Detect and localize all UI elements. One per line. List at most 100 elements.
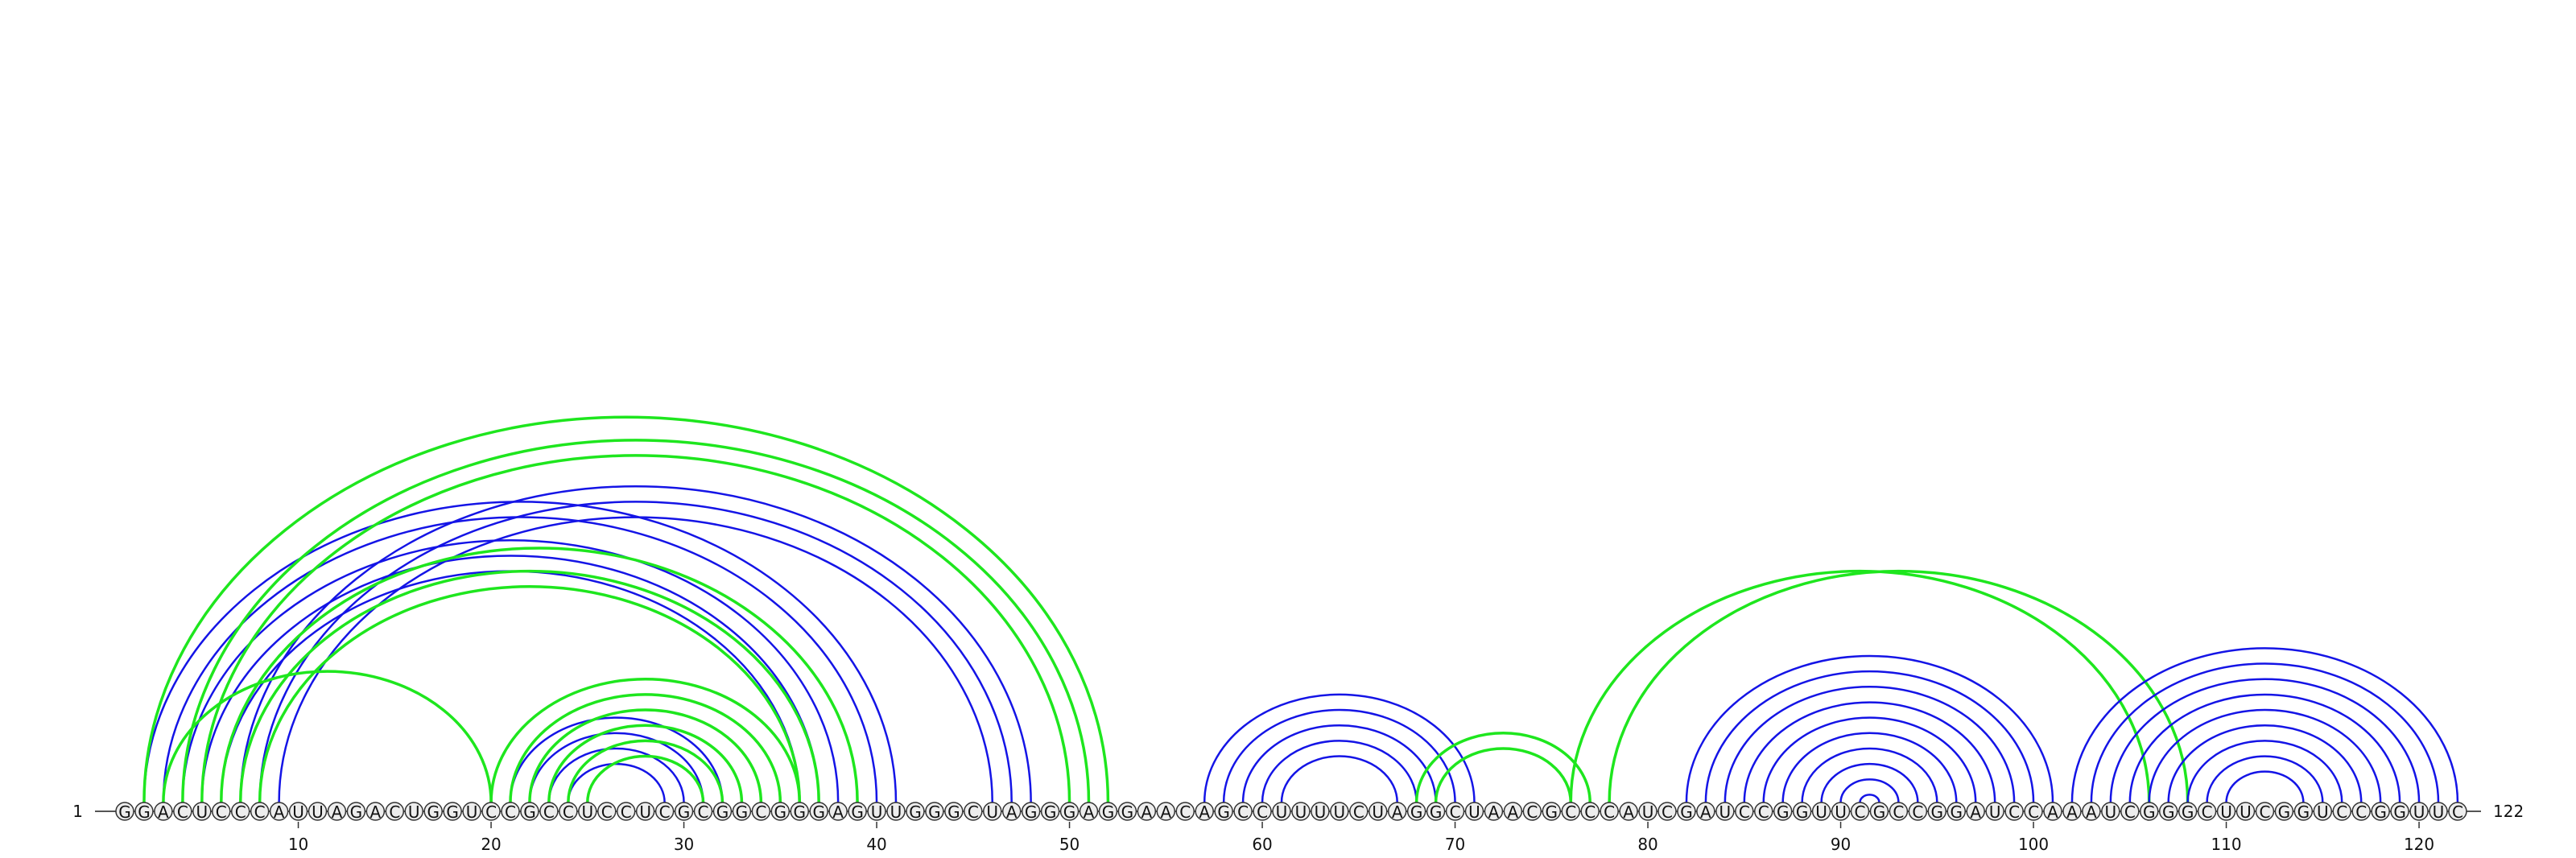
nucleotide-circle	[848, 802, 867, 821]
nucleotide-12: A	[327, 802, 347, 822]
nucleotide-circle	[1079, 802, 1099, 821]
base-pair-arc-91-92	[1859, 794, 1880, 803]
nucleotide-circle	[2313, 802, 2333, 821]
nucleotide-63: U	[1311, 802, 1330, 822]
nucleotide-circle	[983, 802, 1002, 821]
nucleotide-15: C	[385, 802, 405, 822]
nucleotide-letter: C	[659, 802, 671, 822]
nucleotide-circle	[539, 802, 559, 821]
position-tick-10: 10	[288, 822, 308, 854]
nucleotide-letter: U	[2240, 802, 2252, 822]
nucleotide-108: G	[2178, 802, 2198, 822]
nucleotide-letter: G	[928, 802, 941, 822]
base-pair-arc-2-41	[142, 501, 898, 803]
nucleotide-letter: C	[1662, 802, 1673, 822]
nucleotide-120: U	[2409, 802, 2429, 822]
nucleotide-circle	[1311, 802, 1330, 821]
nucleotide-52: G	[1098, 802, 1118, 822]
nucleotide-letter: A	[1970, 802, 1981, 822]
nucleotide-54: A	[1137, 802, 1157, 822]
nucleotide-42: G	[906, 802, 925, 822]
nucleotide-letter: U	[2105, 802, 2117, 822]
base-pair-arc-107-117	[2167, 724, 2363, 803]
nucleotide-circle	[1484, 802, 1504, 821]
tick-label: 100	[2018, 835, 2049, 854]
nucleotide-circle	[790, 802, 809, 821]
nucleotide-circle	[828, 802, 848, 821]
sequence-end-label: 122	[2493, 802, 2524, 821]
nucleotide-circle	[732, 802, 752, 821]
nucleotide-letter: G	[794, 802, 807, 822]
base-pair-arc-109-115	[2206, 755, 2324, 803]
nucleotide-letter: U	[639, 802, 651, 822]
nucleotide-letter: C	[1758, 802, 1769, 822]
nucleotide-letter: A	[832, 802, 844, 822]
nucleotide-circle	[2429, 802, 2448, 821]
nucleotide-circle	[925, 802, 944, 821]
nucleotide-93: C	[1889, 802, 1909, 822]
nucleotide-letter: U	[1835, 802, 1847, 822]
tick-label: 70	[1445, 835, 1465, 854]
nucleotide-letter: G	[1025, 802, 1038, 822]
nucleotide-letter: C	[1584, 802, 1596, 822]
nucleotide-circle	[2390, 802, 2409, 821]
position-tick-120: 120	[2404, 822, 2434, 854]
nucleotide-letter: G	[909, 802, 922, 822]
nucleotide-51: A	[1079, 802, 1099, 822]
nucleotide-letter: C	[216, 802, 227, 822]
nucleotide-66: U	[1368, 802, 1388, 822]
nucleotide-circle	[1985, 802, 2004, 821]
nucleotide-119: G	[2390, 802, 2409, 822]
nucleotide-circle	[192, 802, 212, 821]
base-pair-arc-3-20	[162, 670, 493, 803]
nucleotide-17: G	[423, 802, 443, 822]
nucleotide-28: U	[635, 802, 655, 822]
nucleotide-circle	[173, 802, 192, 821]
nucleotide-letter: G	[2162, 802, 2175, 822]
base-pair-arc-88-95	[1801, 747, 1938, 803]
tick-label: 10	[288, 835, 308, 854]
nucleotide-letter: C	[1739, 802, 1750, 822]
position-tick-20: 20	[481, 822, 502, 854]
position-tick-90: 90	[1831, 822, 1851, 854]
nucleotide-circle	[1542, 802, 1562, 821]
nucleotide-circle	[1291, 802, 1311, 821]
nucleotide-circle	[230, 802, 250, 821]
nucleotide-letter: G	[1430, 802, 1443, 822]
nucleotide-100: C	[2024, 802, 2043, 822]
nucleotide-31: C	[693, 802, 713, 822]
nucleotide-letter: C	[1526, 802, 1538, 822]
nucleotide-circle	[1850, 802, 1870, 821]
nucleotide-80: U	[1638, 802, 1657, 822]
nucleotide-112: C	[2255, 802, 2275, 822]
nucleotide-circle	[1580, 802, 1600, 821]
nucleotide-letter: U	[1989, 802, 2001, 822]
nucleotide-letter: A	[1006, 802, 1018, 822]
tick-label: 20	[481, 835, 501, 854]
nucleotide-letter: U	[466, 802, 478, 822]
nucleotide-letter: A	[370, 802, 382, 822]
nucleotide-10: U	[288, 802, 308, 822]
nucleotide-letter: C	[1237, 802, 1249, 822]
nucleotide-letter: C	[2355, 802, 2367, 822]
nucleotide-letter: A	[332, 802, 343, 822]
nucleotide-letter: A	[1508, 802, 1519, 822]
nucleotide-circle	[1098, 802, 1118, 821]
nucleotide-circle	[2255, 802, 2275, 821]
nucleotide-122: C	[2448, 802, 2467, 822]
nucleotide-letter: U	[196, 802, 208, 822]
nucleotide-letter: C	[505, 802, 516, 822]
nucleotide-letter: U	[1468, 802, 1480, 822]
nucleotide-circle	[1272, 802, 1291, 821]
nucleotide-29: C	[654, 802, 675, 822]
nucleotide-circle	[1001, 802, 1022, 821]
nucleotide-letter: C	[1912, 802, 1923, 822]
base-pair-arc-57-71	[1203, 693, 1476, 803]
nucleotide-letter: G	[118, 802, 131, 822]
nucleotide-letter: G	[947, 802, 960, 822]
nucleotide-84: U	[1715, 802, 1735, 822]
nucleotide-letter: G	[2393, 802, 2406, 822]
nucleotide-letter: G	[851, 802, 864, 822]
nucleotide-circle	[1561, 802, 1580, 821]
